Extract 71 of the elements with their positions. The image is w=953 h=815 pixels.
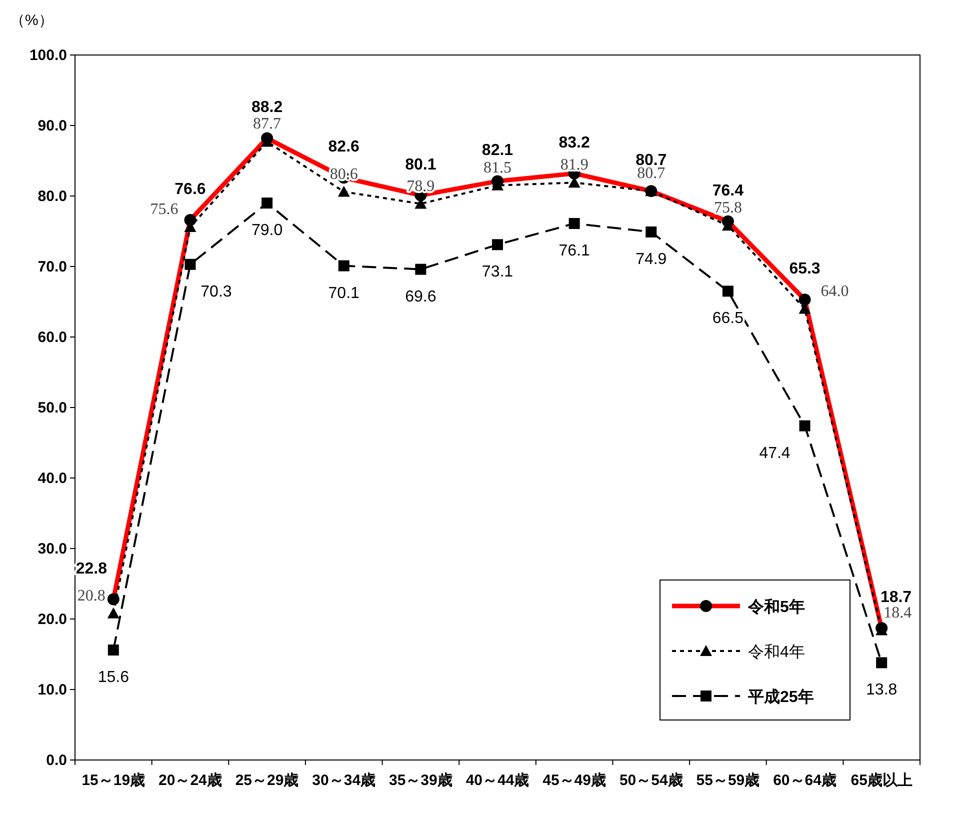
x-tick-label: 65歳以上 xyxy=(850,772,912,789)
y-tick-label: 50.0 xyxy=(38,400,67,416)
point xyxy=(722,286,734,297)
data-label: 82.6 xyxy=(328,138,360,156)
x-tick-label: 35～39歳 xyxy=(388,772,452,789)
data-label: 13.8 xyxy=(866,682,898,699)
data-label: 73.1 xyxy=(482,264,514,281)
point xyxy=(108,644,119,656)
point xyxy=(338,186,350,197)
data-label: 79.0 xyxy=(251,222,283,240)
y-tick-label: 70.0 xyxy=(38,258,67,276)
data-label: 78.9 xyxy=(406,178,435,195)
y-tick-label: 30.0 xyxy=(38,540,67,558)
x-tick-label: 40～44歳 xyxy=(466,772,530,789)
data-label: 82.1 xyxy=(482,142,514,160)
data-label: 69.6 xyxy=(405,288,436,306)
x-tick-label: 45～49歳 xyxy=(542,772,606,789)
data-label: 20.8 xyxy=(77,587,106,604)
x-tick-label: 30～34歳 xyxy=(312,772,376,789)
data-label: 80.1 xyxy=(405,156,436,174)
data-label: 76.6 xyxy=(174,180,206,198)
legend-label: 令和5年 xyxy=(747,598,805,616)
data-label: 18.4 xyxy=(884,604,912,622)
data-label: 15.6 xyxy=(98,669,130,686)
x-tick-label: 25～29歳 xyxy=(235,772,299,789)
y-tick-label: 0.0 xyxy=(46,752,67,769)
data-label: 65.3 xyxy=(789,260,820,278)
data-label: 83.2 xyxy=(558,134,590,152)
data-label: 76.1 xyxy=(558,242,590,260)
point xyxy=(107,607,120,618)
data-label: 70.3 xyxy=(200,283,232,300)
data-label: 18.7 xyxy=(880,589,912,606)
y-tick-label: 100.0 xyxy=(29,47,67,64)
point xyxy=(568,218,580,229)
data-label: 76.4 xyxy=(712,182,744,200)
x-tick-label: 15～19歳 xyxy=(82,772,146,789)
point xyxy=(338,260,350,272)
data-label: 22.8 xyxy=(76,560,108,578)
data-label: 81.5 xyxy=(484,159,512,176)
data-label: 88.2 xyxy=(251,99,283,116)
point xyxy=(646,226,657,238)
data-label: 75.6 xyxy=(150,201,178,218)
y-axis-title: （%） xyxy=(10,12,54,29)
data-label: 75.8 xyxy=(714,200,742,217)
legend-label: 平成25年 xyxy=(747,688,814,706)
data-label: 81.9 xyxy=(560,156,588,174)
y-tick-label: 90.0 xyxy=(38,118,67,134)
data-label: 80.7 xyxy=(637,165,666,182)
point xyxy=(184,258,196,270)
data-label: 47.4 xyxy=(759,444,790,462)
point xyxy=(262,198,273,209)
data-label: 64.0 xyxy=(820,282,849,300)
x-tick-label: 55～59歳 xyxy=(696,772,760,789)
point xyxy=(415,264,426,275)
x-tick-label: 60～64歳 xyxy=(773,772,836,789)
point xyxy=(799,420,810,432)
y-tick-label: 60.0 xyxy=(38,329,67,346)
y-tick-label: 20.0 xyxy=(38,611,67,628)
point xyxy=(492,239,503,250)
legend-label: 令和4年 xyxy=(748,643,805,661)
y-tick-label: 80.0 xyxy=(38,188,67,205)
data-label: 66.5 xyxy=(712,310,744,328)
y-tick-label: 10.0 xyxy=(38,682,67,698)
data-label: 70.1 xyxy=(328,284,360,302)
x-tick-label: 50～54歳 xyxy=(619,772,683,789)
point xyxy=(876,657,888,668)
data-label: 80.6 xyxy=(330,166,358,183)
y-tick-label: 40.0 xyxy=(38,470,67,487)
data-label: 74.9 xyxy=(636,250,667,268)
x-tick-label: 20～24歳 xyxy=(158,772,222,789)
data-label: 87.7 xyxy=(253,116,282,133)
